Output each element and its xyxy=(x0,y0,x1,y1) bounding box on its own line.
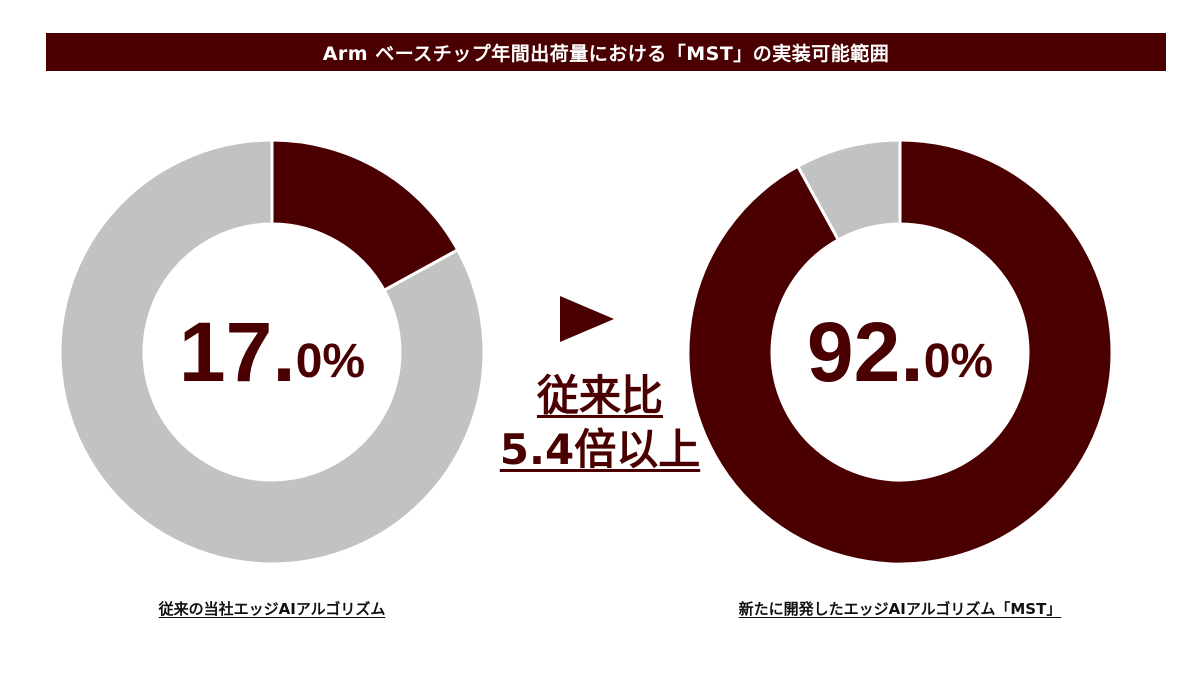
donut-slice-0 xyxy=(686,138,1114,566)
comparison-line-2: 5.4倍以上 xyxy=(499,425,701,474)
chart-title: Arm ベースチップ年間出荷量における「MST」の実装可能範囲 xyxy=(322,42,890,65)
donut-slice-1 xyxy=(58,138,486,566)
center-label-conventional: 17. 0% xyxy=(52,132,492,572)
donut-chart-conventional xyxy=(58,138,486,566)
donut-slice-1 xyxy=(795,138,902,242)
center-label-mst: 92. 0% xyxy=(680,132,1120,572)
center-label-integer: 92. xyxy=(806,305,924,399)
caption-mst: 新たに開発したエッジAIアルゴリズム「MST」 xyxy=(738,600,1062,618)
title-bar: Arm ベースチップ年間出荷量における「MST」の実装可能範囲 xyxy=(46,33,1166,71)
center-label-decimal: 0% xyxy=(923,335,994,388)
right-triangle-icon xyxy=(560,296,614,342)
donut-chart-mst xyxy=(686,138,1114,566)
center-label-decimal: 0% xyxy=(295,335,366,388)
center-label-integer: 17. xyxy=(178,305,296,399)
comparison-line-1: 従来比 xyxy=(536,371,663,420)
caption-conventional: 従来の当社エッジAIアルゴリズム xyxy=(158,600,386,618)
